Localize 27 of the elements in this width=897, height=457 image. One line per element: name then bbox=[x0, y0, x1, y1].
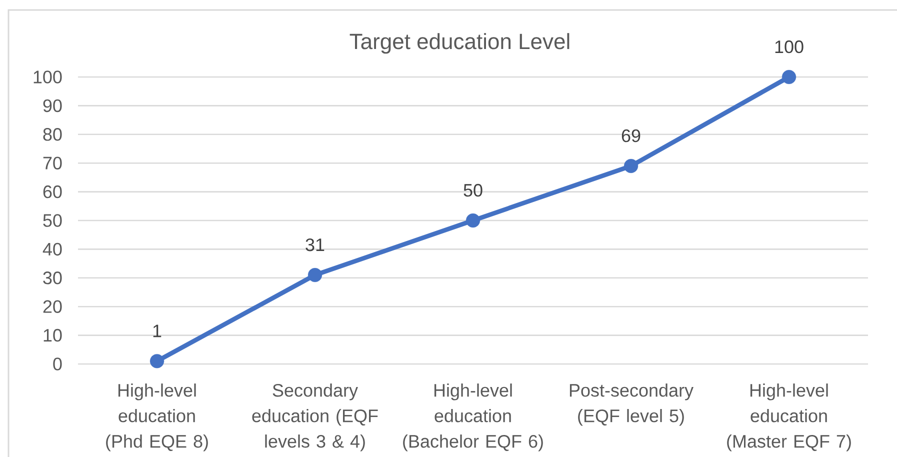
y-tick-label: 30 bbox=[43, 272, 62, 284]
x-tick-label: Post-secondary (EQF level 5) bbox=[570, 384, 694, 426]
point bbox=[308, 268, 322, 282]
data-label: 100 bbox=[775, 40, 804, 54]
point bbox=[782, 70, 796, 84]
point bbox=[150, 354, 164, 368]
chart-title: Target education Level bbox=[350, 33, 570, 54]
y-tick-label: 40 bbox=[42, 242, 62, 256]
data-label: 1 bbox=[153, 324, 162, 338]
x-tick-label: High-level education (Master EQF 7) bbox=[727, 384, 851, 452]
x-tick-label: High-level education (Bachelor EQF 6) bbox=[403, 384, 543, 452]
point bbox=[466, 213, 480, 228]
y-tick-label: 100 bbox=[34, 70, 62, 84]
y-tick-label: 0 bbox=[53, 358, 62, 370]
y-tick-label: 60 bbox=[43, 185, 62, 198]
y-tick-label: 90 bbox=[43, 99, 62, 112]
data-label: 31 bbox=[306, 238, 324, 252]
x-tick-label: High-level education (Phd EQE 8) bbox=[106, 384, 208, 452]
point bbox=[624, 158, 638, 174]
y-tick-label: 50 bbox=[43, 214, 62, 227]
y-tick-label: 80 bbox=[43, 128, 62, 141]
data-label: 69 bbox=[622, 129, 640, 142]
data-label: 50 bbox=[464, 184, 482, 197]
y-tick-label: 10 bbox=[44, 328, 62, 342]
y-tick-label: 70 bbox=[43, 156, 62, 170]
y-tick-label: 20 bbox=[43, 300, 62, 313]
x-tick-label: Secondary education (EQF levels 3 & 4) bbox=[252, 384, 378, 452]
